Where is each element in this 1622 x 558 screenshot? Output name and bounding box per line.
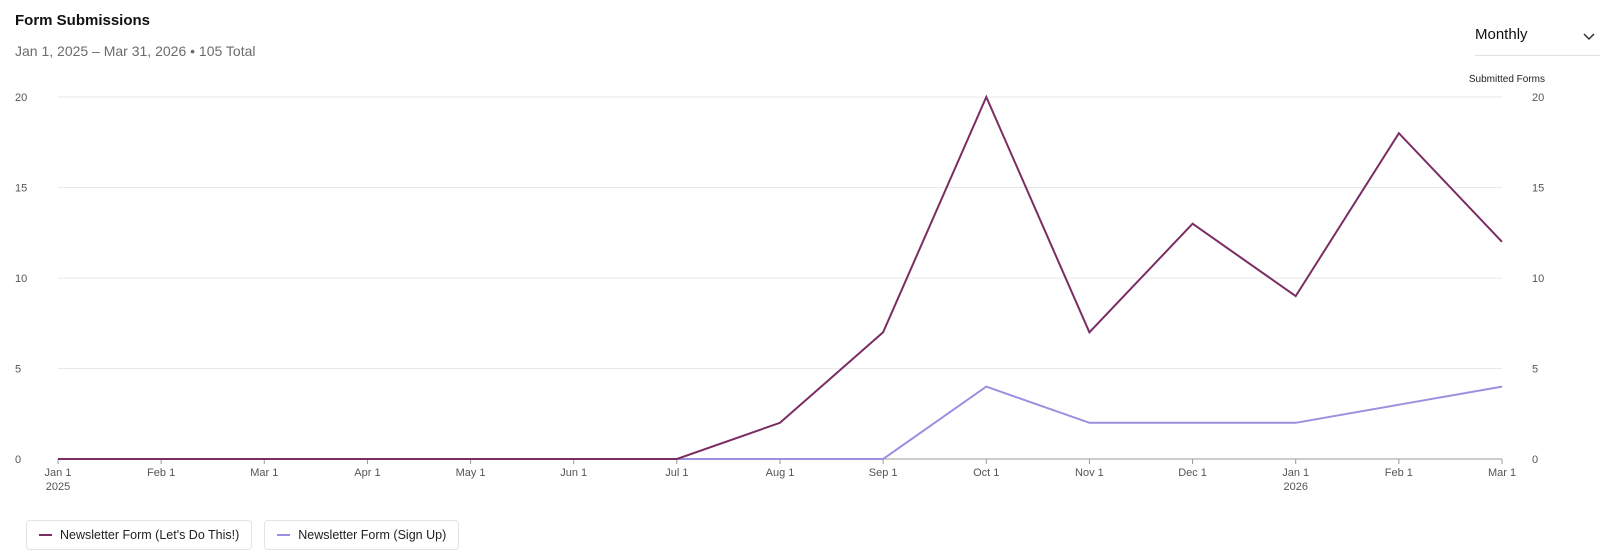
chevron-down-icon <box>1583 33 1595 41</box>
x-tick-label: Sep 1 <box>869 467 898 479</box>
x-year-label: 2026 <box>1283 481 1307 493</box>
series-line-lets-do-this <box>58 94 1503 460</box>
period-selected-value: Monthly <box>1475 26 1528 43</box>
y-tick-label-right: 0 <box>1532 454 1538 466</box>
y-tick-label-right: 10 <box>1532 273 1544 285</box>
period-dropdown[interactable]: Monthly <box>1475 18 1600 56</box>
legend-label: Newsletter Form (Sign Up) <box>298 528 447 542</box>
y-tick-label-left: 5 <box>15 364 21 376</box>
y-tick-label-left: 10 <box>15 273 27 285</box>
x-tick-label: Jan 1 <box>45 467 72 479</box>
chart-title: Form Submissions <box>15 12 151 29</box>
x-tick-label: Feb 1 <box>147 467 175 479</box>
x-year-label: 2025 <box>46 481 70 493</box>
legend-swatch-lets-do-this <box>39 534 52 536</box>
line-chart: 0 0 5 5 10 10 15 15 20 20 Submitted Forms Jan 1 Feb … <box>15 74 1545 493</box>
y-tick-label-right: 5 <box>1532 364 1538 376</box>
x-tick-label: Feb 1 <box>1385 467 1413 479</box>
right-axis-title: Submitted Forms <box>1469 74 1545 85</box>
x-tick-label: Jun 1 <box>560 467 587 479</box>
y-tick-label-left: 20 <box>15 92 27 104</box>
x-tick-label: Apr 1 <box>354 467 380 479</box>
legend-item-lets-do-this[interactable]: Newsletter Form (Let's Do This!) <box>26 520 253 550</box>
x-tick-label: Mar 1 <box>1488 467 1516 479</box>
x-tick-label: Aug 1 <box>766 467 795 479</box>
x-tick-label: Jan 1 <box>1282 467 1309 479</box>
x-tick-label: Nov 1 <box>1075 467 1104 479</box>
legend-label: Newsletter Form (Let's Do This!) <box>60 528 240 542</box>
legend-swatch-sign-up <box>277 534 291 536</box>
date-range-summary: Jan 1, 2025 – Mar 31, 2026 • 105 Total <box>15 43 256 59</box>
y-tick-label-left: 0 <box>15 454 21 466</box>
y-tick-label-right: 20 <box>1532 92 1544 104</box>
x-tick-label: May 1 <box>456 467 486 479</box>
y-tick-label-right: 15 <box>1532 183 1544 195</box>
x-tick-label: Dec 1 <box>1178 467 1207 479</box>
legend-item-sign-up[interactable]: Newsletter Form (Sign Up) <box>264 520 460 550</box>
y-tick-label-left: 15 <box>15 183 27 195</box>
x-tick-label: Mar 1 <box>250 467 278 479</box>
x-tick-label: Jul 1 <box>665 467 688 479</box>
x-tick-label: Oct 1 <box>973 467 999 479</box>
chart-legend: Newsletter Form (Let's Do This!) Newslet… <box>26 520 460 550</box>
